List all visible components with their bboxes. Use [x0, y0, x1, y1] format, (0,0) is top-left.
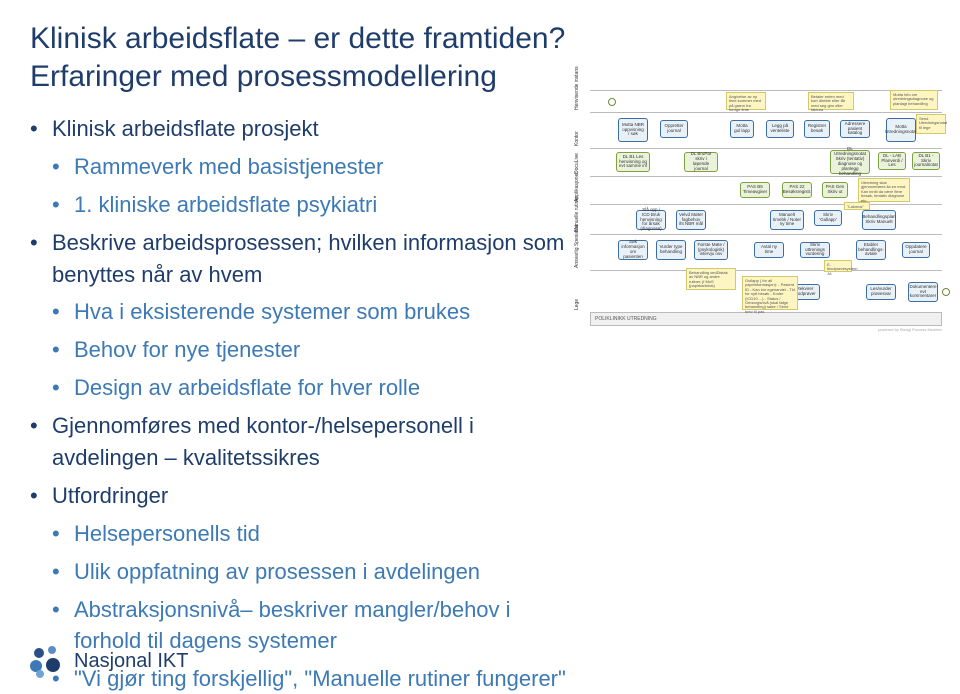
title-line-1: Klinisk arbeidsflate – er dette framtide…: [30, 20, 930, 58]
diagram-box: Registrer besøk: [804, 120, 830, 138]
diagram-box: DL BruPar skriv i løpende journal: [684, 152, 718, 172]
bullet-3: Gjennomføres med kontor-/helsepersonell …: [30, 410, 570, 474]
bullet-1: Klinisk arbeidsflate prosjekt: [30, 113, 570, 145]
diagram-box: DL B1 - Skriv journalnotat: [912, 152, 940, 170]
swimlane-label: Kontor: [574, 132, 580, 146]
bullet-2-3: Design av arbeidsflate for hver rolle: [52, 372, 570, 404]
swimlane-label: Henvisende instans: [574, 96, 580, 110]
title-block: Klinisk arbeidsflate – er dette framtide…: [30, 20, 930, 95]
diagram-box: Skriv uttrenings vurdering: [800, 242, 830, 258]
diagram-box: Motta NBR oppvisning / søk: [618, 118, 648, 142]
bullet-1-1: Rammeverk med basistjenester: [52, 151, 570, 183]
logo-dots-icon: [30, 646, 64, 676]
bullet-4-2: Ulik oppfatning av prosessen i avdelinge…: [52, 556, 570, 588]
process-diagram: Henvisende instansKontorDocuLiveApplikas…: [572, 90, 942, 340]
bullet-2-1: Hva i eksisterende systemer som brukes: [52, 296, 570, 328]
logo-text: Nasjonal IKT: [74, 650, 189, 673]
diagram-event-circle: [608, 98, 616, 106]
diagram-box: PAS B5 Timeavgiver: [740, 182, 770, 198]
logo-dot: [48, 646, 56, 654]
diagram-box: Vurder type behandling: [656, 240, 686, 260]
diagram-box: Motta gul lapp: [730, 120, 754, 138]
diagram-note: Behandling vedDistak av NBR og andre rut…: [686, 268, 736, 290]
diagram-box: Motta Utredningsnotat: [886, 118, 916, 142]
bullet-2-2: Behov for nye tjenester: [52, 334, 570, 366]
diagram-box: Dokumentere evt kommentarer: [908, 282, 938, 302]
logo-dot: [34, 648, 44, 658]
diagram-event-circle: [942, 288, 950, 296]
diagram-box: Manuelt timebk / Noter ny time: [770, 210, 804, 230]
diagram-box: PAS 22 Besøksregistr.: [782, 182, 812, 198]
diagram-note: Motta info om utredningsdiagnose og plan…: [890, 90, 938, 110]
bullet-1-2: 1. kliniske arbeidsflate psykiatri: [52, 189, 570, 221]
diagram-box: DL - LAB Planverdi / Les: [878, 152, 906, 170]
swimlane-label: Ansvarlig Spesialist: [574, 254, 580, 268]
diagram-box: Etabler behandlings-avtale: [856, 240, 886, 260]
diagram-box: DL Utredningsnotat Skriv (tentativ) diag…: [830, 150, 870, 174]
bullet-2: Beskrive arbeidsprosessen; hvilken infor…: [30, 227, 570, 291]
diagram-box: Første Møte / (psykologisk) intervju osv: [694, 240, 728, 260]
diagram-note: Utredning skal gjennomføres ila en mnd. …: [858, 178, 910, 202]
logo: Nasjonal IKT: [30, 646, 189, 676]
diagram-powered-by: powered by Bizagi Process Modeler: [878, 328, 942, 354]
diagram-box: Velvd Møter fagbehov iht NBR mål: [676, 210, 706, 230]
diagram-box: Oppdatere journal: [902, 242, 930, 258]
diagram-note: Betaler enten med kort direkte eller får…: [808, 92, 854, 110]
diagram-note: Angivelse av ny time kommer med på grønn…: [726, 92, 766, 110]
diagram-note: "Lakmus": [844, 202, 870, 210]
logo-dot: [46, 658, 60, 672]
diagram-box: DL B1 Les henvisning og evt samme inf: [616, 152, 650, 172]
diagram-box: Legg på venteliste: [766, 120, 794, 138]
diagram-box: Behandlingsplan Skriv Manuelt: [862, 210, 896, 230]
swimlane-label: Lege: [574, 296, 580, 310]
diagram-box: Skriv 'Gullapp': [814, 210, 842, 226]
diagram-box: PAS Gen Skriv ut: [822, 182, 848, 198]
logo-dot: [36, 670, 44, 678]
diagram-note: E-blodprøvesystem JA: [824, 260, 852, 272]
diagram-box: Slå opp i ICD Bruk henvisning for årsak …: [636, 210, 666, 230]
bullet-4: Utfordringer: [30, 480, 570, 512]
diagram-note: Send Utredningsnotat til lege: [916, 114, 946, 134]
diagram-box: Adressere pasient katalog: [840, 120, 870, 138]
diagram-box: Søk informasjon om pasienten: [618, 240, 648, 260]
diagram-box: Oppretter journal: [660, 120, 688, 138]
diagram-box: Avtal ny time: [754, 242, 784, 258]
diagram-note: Gullapp ( for all papirinformasjon): - P…: [742, 276, 798, 310]
diagram-bottom-bar: POLIKLINIKK UTREDNING: [590, 312, 942, 326]
bullet-4-1: Helsepersonells tid: [52, 518, 570, 550]
bullet-list: Klinisk arbeidsflate prosjekt Rammeverk …: [30, 113, 570, 694]
diagram-box: Les/vurder prøvesvar: [866, 284, 896, 300]
